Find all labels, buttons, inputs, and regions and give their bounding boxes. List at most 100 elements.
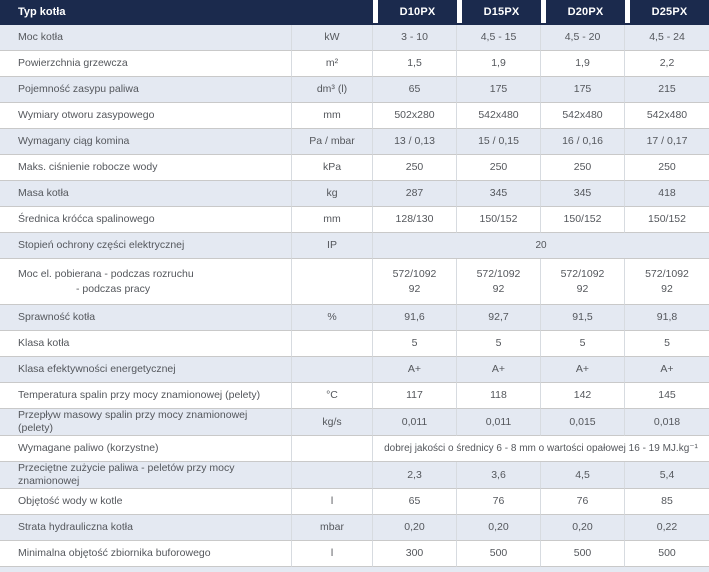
row-value: 2,3 (373, 462, 457, 489)
row-value: 0,20 (457, 515, 541, 541)
row-label: Wymagany ciąg komina (0, 129, 292, 155)
row-value: 118 (457, 383, 541, 409)
row-unit (292, 462, 373, 489)
row-label: Przepływ masowy spalin przy mocy znamion… (0, 409, 292, 436)
row-value: 0,015 (541, 409, 625, 436)
row-label: Wymagane paliwo (korzystne) (0, 436, 292, 462)
row-value: 0,011 (457, 409, 541, 436)
row-value: 17 / 0,17 (625, 129, 709, 155)
row-label: Sprawność kotła (0, 305, 292, 331)
row-value: 4,5 - 20 (541, 25, 625, 51)
row-value: 91,5 (541, 305, 625, 331)
row-value: 500 (541, 541, 625, 567)
table-row: Powierzchnia grzewcza m² 1,5 1,9 1,9 2,2 (0, 51, 709, 77)
row-value: A+ (373, 357, 457, 383)
row-value: 16 / 0,16 (541, 129, 625, 155)
header-col-d10px: D10PX (373, 0, 457, 23)
row-value: 250 (373, 155, 457, 181)
row-value: 5 (373, 331, 457, 357)
row-unit: °C (292, 383, 373, 409)
row-label: Średnica króćca spalinowego (0, 207, 292, 233)
row-value: 572/1092 92 (541, 259, 625, 305)
header-col-d25px: D25PX (625, 0, 709, 23)
table-row: Maks. ciśnienie robocze wody kPa 250 250 250… (0, 155, 709, 181)
row-unit (292, 436, 373, 462)
table-row: Moc el. pobierana - podczas rozruchu - po… (0, 259, 709, 305)
table-row: Sprawność kotła% 91,6 92,7 91,5 91,8 (0, 305, 709, 331)
row-value: 145 (625, 383, 709, 409)
table-row: Przeciętne zużycie paliwa - peletów przy… (0, 462, 709, 489)
row-value: 542x480 (457, 103, 541, 129)
row-label: Wymiary otworu zasypowego (0, 103, 292, 129)
row-unit: Pa / mbar (292, 129, 373, 155)
row-value: 4,5 - 15 (457, 25, 541, 51)
row-value: 345 (457, 181, 541, 207)
row-value: 76 (457, 489, 541, 515)
row-unit: l (292, 489, 373, 515)
row-unit: kW (292, 25, 373, 51)
row-unit: m² (292, 51, 373, 77)
row-value: 5,4 (625, 462, 709, 489)
row-unit: mbar (292, 515, 373, 541)
table-row: Strata hydrauliczna kotła mbar 0,20 0,20 0,2… (0, 515, 709, 541)
row-value: 0,22 (625, 515, 709, 541)
row-value: 65 (373, 77, 457, 103)
row-label: Masa kotła (0, 181, 292, 207)
row-label: Przeciętne zużycie paliwa - peletów przy… (0, 462, 292, 489)
row-label: Powierzchnia grzewcza (0, 51, 292, 77)
row-value: 92,7 (457, 305, 541, 331)
table-row: Objętość wody w kotle l 65 76 76 85 (0, 489, 709, 515)
row-value: 150/152 (541, 207, 625, 233)
table-row: Średnica króćca spalinowego mm 128/130 150/… (0, 207, 709, 233)
row-value: 1,9 (541, 51, 625, 77)
row-value: 5 (457, 331, 541, 357)
table-row: Pojemność zasypu paliwa dm³ (l) 65 175 175 21… (0, 77, 709, 103)
header-row: Typ kotła D10PX D15PX D20PX D25PX (0, 0, 709, 23)
row-value: 117 (373, 383, 457, 409)
row-unit: mm (292, 103, 373, 129)
row-value: 542x480 (541, 103, 625, 129)
row-unit (292, 259, 373, 305)
row-value: 13 / 0,13 (373, 129, 457, 155)
row-value: 1,9 (457, 51, 541, 77)
header-col-d15px: D15PX (457, 0, 541, 23)
row-value: 500 (457, 541, 541, 567)
row-value: 15 / 0,15 (457, 129, 541, 155)
table-row: Stopień ochrony części elektrycznej IP 20 (0, 233, 709, 259)
table-row: Klasa kotła 5 5 5 5 (0, 331, 709, 357)
table-row: Minimalna objętość zbiornika buforowego l… (0, 541, 709, 567)
row-value: 91,6 (373, 305, 457, 331)
table-row: Masa kotła kg 287 345 345 418 (0, 181, 709, 207)
row-value: 572/1092 92 (625, 259, 709, 305)
row-value: 300 (373, 541, 457, 567)
row-value: 572/1092 92 (373, 259, 457, 305)
row-value: 0,018 (625, 409, 709, 436)
row-value-span: dobrej jakości o średnicy 6 - 8 mm o war… (373, 436, 709, 462)
row-value: 142 (541, 383, 625, 409)
row-value: 4,5 - 24 (625, 25, 709, 51)
row-unit: l (292, 541, 373, 567)
row-label: Klasa efektywności energetycznej (0, 357, 292, 383)
header-underline (0, 23, 709, 25)
row-label: Objętość wody w kotle (0, 489, 292, 515)
row-value: A+ (541, 357, 625, 383)
row-value: 175 (457, 77, 541, 103)
table-row: Wymagany ciąg komina Pa / mbar 13 / 0,13 15… (0, 129, 709, 155)
row-unit: mm (292, 207, 373, 233)
row-unit (292, 357, 373, 383)
row-unit: kg (292, 181, 373, 207)
row-label: Temperatura spalin przy mocy znamionowej… (0, 383, 292, 409)
row-label: Maks. ciśnienie robocze wody (0, 155, 292, 181)
header-title: Typ kotła (0, 0, 373, 23)
row-value: 175 (541, 77, 625, 103)
row-unit: % (292, 305, 373, 331)
row-value: 150/152 (457, 207, 541, 233)
row-unit (292, 331, 373, 357)
table-row: Moc kotła kW 3 - 10 4,5 - 15 4,5 - 20 4,5 - 2… (0, 25, 709, 51)
row-value: 250 (541, 155, 625, 181)
row-value: 65 (373, 489, 457, 515)
row-value: 128/130 (373, 207, 457, 233)
row-value: 3 - 10 (373, 25, 457, 51)
row-unit: dm³ (l) (292, 77, 373, 103)
